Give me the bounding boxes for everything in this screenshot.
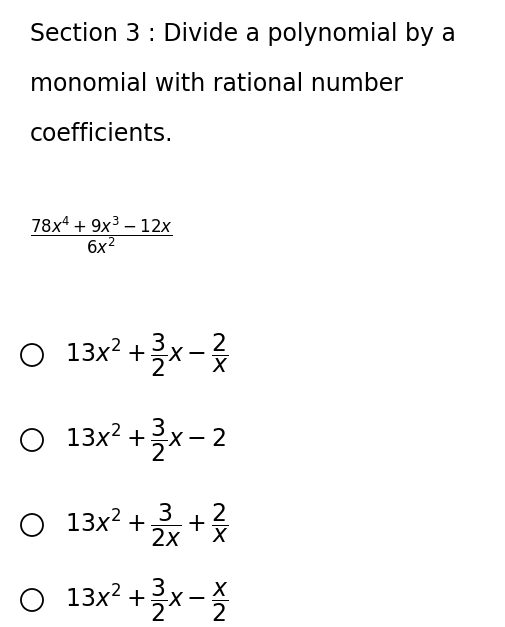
Text: $13x^2 + \dfrac{3}{2}x - 2$: $13x^2 + \dfrac{3}{2}x - 2$ [65,416,226,464]
Text: $13x^2+\dfrac{3}{2}x - \dfrac{2}{x}$: $13x^2+\dfrac{3}{2}x - \dfrac{2}{x}$ [65,331,229,379]
Text: coefficients.: coefficients. [30,122,174,146]
Text: $13x^2 + \dfrac{3}{2x} + \dfrac{2}{x}$: $13x^2 + \dfrac{3}{2x} + \dfrac{2}{x}$ [65,502,229,549]
Text: $\dfrac{78x^4+9x^3-12x}{6x^2}$: $\dfrac{78x^4+9x^3-12x}{6x^2}$ [30,215,173,256]
Text: $13x^2 + \dfrac{3}{2}x - \dfrac{x}{2}$: $13x^2 + \dfrac{3}{2}x - \dfrac{x}{2}$ [65,576,229,624]
Text: Section 3 : Divide a polynomial by a: Section 3 : Divide a polynomial by a [30,22,456,46]
Text: monomial with rational number: monomial with rational number [30,72,403,96]
